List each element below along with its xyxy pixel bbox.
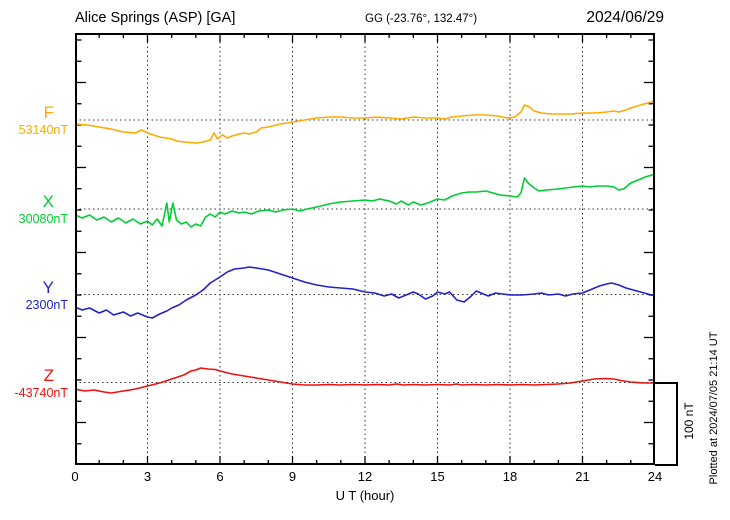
record-date: 2024/06/29 (586, 9, 664, 26)
x-tick-label-6: 6 (216, 469, 224, 484)
scale-bar-top-cap (655, 382, 678, 384)
trace-base-value-Z: -43740nT (14, 385, 68, 400)
trace-Y (74, 266, 656, 319)
trace-letter-F: F (43, 103, 54, 122)
trace-base-value-Y: 2300nT (25, 297, 68, 312)
trace-letter-Z: Z (43, 365, 54, 385)
plot-area (74, 33, 656, 465)
geographic-coords: GG (-23.76°, 132.47°) (365, 13, 478, 25)
trace-letter-X: X (42, 192, 54, 211)
x-tick-label-18: 18 (502, 469, 518, 484)
trace-label-F: F 53140nT (6, 104, 68, 137)
trace-label-Z: Z -43740nT (6, 367, 68, 400)
x-tick-label-12: 12 (357, 469, 373, 484)
trace-Z (74, 367, 655, 394)
plotted-at-watermark: Plotted at 2024/07/05 21:14 UT (708, 331, 720, 485)
scale-bar-label: 100 nT (682, 402, 696, 440)
x-tick-label-21: 21 (575, 469, 590, 484)
x-tick-label-3: 3 (143, 469, 152, 484)
x-tick-label-15: 15 (430, 469, 445, 484)
x-axis-title: U T (hour) (335, 488, 395, 503)
x-tick-label-24: 24 (647, 469, 663, 484)
x-tick-label-0: 0 (71, 469, 79, 484)
trace-letter-Y: Y (42, 277, 54, 297)
trace-X (74, 173, 656, 228)
station-title: Alice Springs (ASP) [GA] (75, 10, 236, 26)
trace-label-X: X 30080nT (6, 193, 68, 226)
trace-base-value-F: 53140nT (18, 123, 68, 137)
magnetogram-chart (74, 33, 656, 465)
scale-bar-bottom-cap (655, 464, 678, 466)
trace-base-value-X: 30080nT (18, 212, 68, 226)
trace-F (74, 100, 656, 144)
trace-label-Y: Y 2300nT (6, 279, 68, 312)
x-tick-label-9: 9 (288, 469, 297, 484)
scale-bar-vertical (676, 382, 678, 466)
